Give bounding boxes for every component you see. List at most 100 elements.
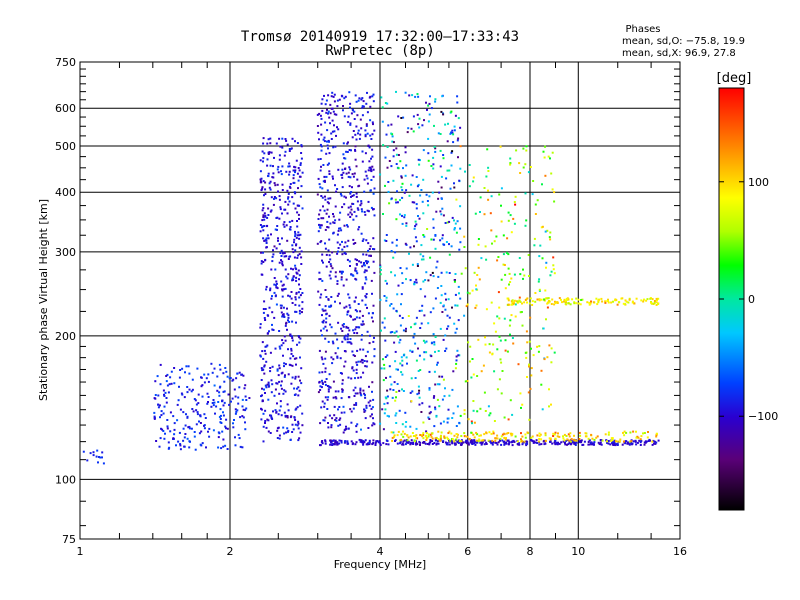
data-point [345,305,348,308]
data-point [346,224,348,227]
data-point [547,301,549,304]
data-point [274,184,277,187]
data-point [216,375,219,378]
data-point [338,439,341,442]
data-point [260,418,263,421]
data-point [265,360,268,363]
data-point [363,262,365,264]
data-point [262,142,265,145]
data-point [173,422,176,425]
data-point [367,266,370,269]
data-point [528,418,531,421]
data-point [355,138,358,141]
data-point [327,396,330,399]
data-point [338,406,341,408]
data-point [614,440,617,443]
data-point [415,176,418,178]
data-point [292,268,294,271]
data-point [472,373,475,376]
data-point [330,296,333,298]
data-point [330,356,333,359]
data-point [277,374,280,377]
data-point [167,391,170,394]
data-point [498,306,501,309]
data-point [323,405,326,408]
data-point [394,414,397,417]
data-point [239,416,242,419]
data-point [333,113,336,116]
data-point [441,311,444,313]
data-point [344,334,347,337]
data-point [653,300,656,302]
data-point [282,342,285,345]
data-point [507,253,510,256]
data-point [354,133,357,136]
data-point [477,238,480,240]
data-point [574,444,577,446]
data-point [347,376,350,379]
data-point [262,440,265,443]
data-point [459,167,462,170]
data-point [364,129,367,132]
data-point [347,310,350,313]
data-point [323,209,326,212]
x-tick-label: 10 [571,545,585,558]
data-point [439,422,442,425]
data-point [363,190,366,193]
data-point [345,196,347,199]
data-point [415,316,418,319]
data-point [437,350,440,352]
data-point [655,435,658,438]
data-point [501,433,504,436]
data-point [564,302,567,305]
data-point [396,201,399,204]
data-point [361,314,364,317]
data-point [291,244,294,247]
data-point [328,373,331,376]
data-point [409,349,412,352]
data-point [287,196,290,199]
data-point [483,433,486,436]
data-point [273,283,276,286]
data-point [345,425,347,428]
data-point [392,307,395,310]
data-point [443,435,446,438]
data-point [548,388,550,391]
data-point [201,395,204,398]
data-point [275,217,278,219]
data-point [553,191,556,194]
data-point [442,440,445,443]
data-point [395,422,398,424]
data-point [95,455,98,458]
data-point [323,136,326,139]
data-point [165,397,168,399]
data-point [402,354,405,357]
data-point [269,180,272,183]
data-point [354,277,357,280]
data-point [439,165,442,168]
data-point [464,170,466,173]
data-point [409,279,412,282]
data-point [401,359,404,362]
data-point [321,371,324,374]
data-point [297,394,300,397]
data-point [361,265,364,268]
data-point [553,303,556,306]
data-point [444,387,446,390]
data-point [452,370,455,373]
data-point [512,301,515,304]
data-point [329,323,332,326]
data-point [345,278,348,281]
data-point [177,399,180,402]
data-point [607,431,610,434]
data-point [553,272,556,275]
data-point [336,338,339,341]
data-point [328,261,331,263]
data-point [416,185,419,188]
data-point [262,207,265,210]
data-point [296,142,299,144]
data-point [346,258,349,261]
stats-heading: Phases [625,24,660,35]
data-point [357,360,360,363]
data-point [473,439,476,442]
